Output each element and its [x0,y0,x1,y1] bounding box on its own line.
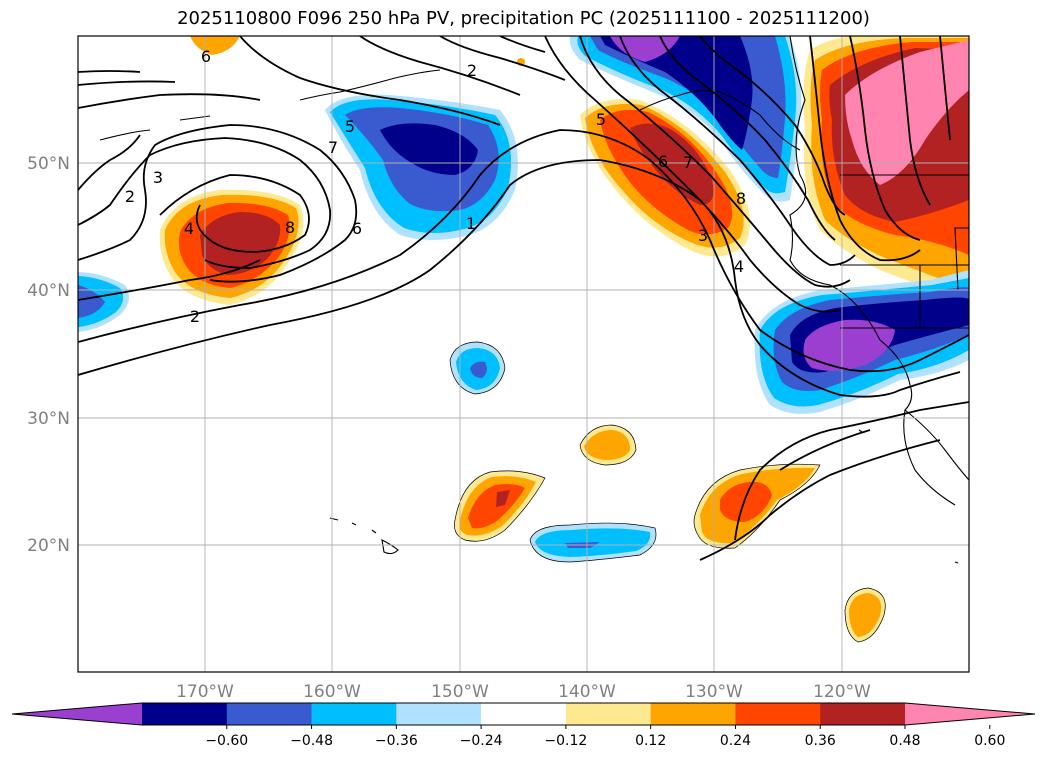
contour-label: 6 [201,47,211,66]
lon-label-140w: 140°W [558,682,616,702]
colorbar-extend-high [905,703,1035,725]
coastlines [99,36,969,564]
colorbar-label: −0.60 [205,733,248,749]
contour-label: 2 [190,307,200,326]
pv-contours [78,36,969,561]
colorbar-swatch [142,703,228,725]
colorbar-swatch [820,703,906,725]
contour-label: 4 [184,219,194,238]
anomaly-boundaries [449,341,886,643]
contour-label: 5 [345,117,355,136]
map-area: 6 2 5 7 3 2 4 8 6 1 2 5 6 7 8 3 4 [78,36,969,672]
lon-label-160w: 160°W [303,682,361,702]
contour-label: 2 [125,187,135,206]
colorbar-swatch [311,703,397,725]
contour-label: 7 [683,153,693,172]
contour-labels: 6 2 5 7 3 2 4 8 6 1 2 5 6 7 8 3 4 [125,47,746,326]
colorbar-swatch [650,703,736,725]
colorbar-label: −0.48 [290,733,333,749]
colorbar-swatch [226,703,313,725]
latitude-labels: 50°N 40°N 30°N 20°N [27,154,70,556]
contour-label: 7 [328,138,338,157]
colorbar: −0.60 −0.48 −0.36 −0.24 −0.12 0.12 0.24 0.36 0.4… [11,702,1036,749]
colorbar-label: 0.36 [805,733,836,749]
colorbar-swatch [481,703,567,725]
lon-label-170w: 170°W [176,682,234,702]
contour-label: 1 [466,214,476,233]
colorbar-label: −0.12 [544,733,587,749]
lat-label-40n: 40°N [27,281,70,301]
lon-label-130w: 130°W [685,682,743,702]
lat-label-20n: 20°N [27,536,70,556]
colorbar-label: −0.24 [460,733,503,749]
colorbar-outline [11,702,1036,726]
colorbar-label: 0.12 [635,733,666,749]
gridlines [78,36,969,672]
positive-anomalies [159,36,969,642]
contour-label: 3 [698,226,708,245]
contour-label: 8 [736,189,746,208]
colorbar-label: −0.36 [375,733,418,749]
colorbar-swatch [565,703,652,725]
contour-label: 6 [658,152,668,171]
map-frame [77,35,970,673]
lon-label-150w: 150°W [431,682,489,702]
longitude-labels: 170°W 160°W 150°W 140°W 130°W 120°W [176,682,871,702]
colorbar-label: 0.60 [974,733,1005,749]
map-title: 2025110800 F096 250 hPa PV, precipitatio… [177,8,870,29]
lat-label-50n: 50°N [27,154,70,174]
colorbar-label: 0.48 [889,733,920,749]
colorbar-swatch [396,703,482,725]
contour-label: 4 [734,257,744,276]
contour-label: 5 [596,110,606,129]
colorbar-extend-low [12,703,142,725]
contour-label: 8 [285,218,295,237]
lat-label-30n: 30°N [27,409,70,429]
lon-label-120w: 120°W [813,682,871,702]
contour-label: 6 [352,219,362,238]
contour-label: 3 [153,168,163,187]
colorbar-label: 0.24 [720,733,751,749]
contour-label: 2 [467,61,477,80]
colorbar-swatch [735,703,821,725]
